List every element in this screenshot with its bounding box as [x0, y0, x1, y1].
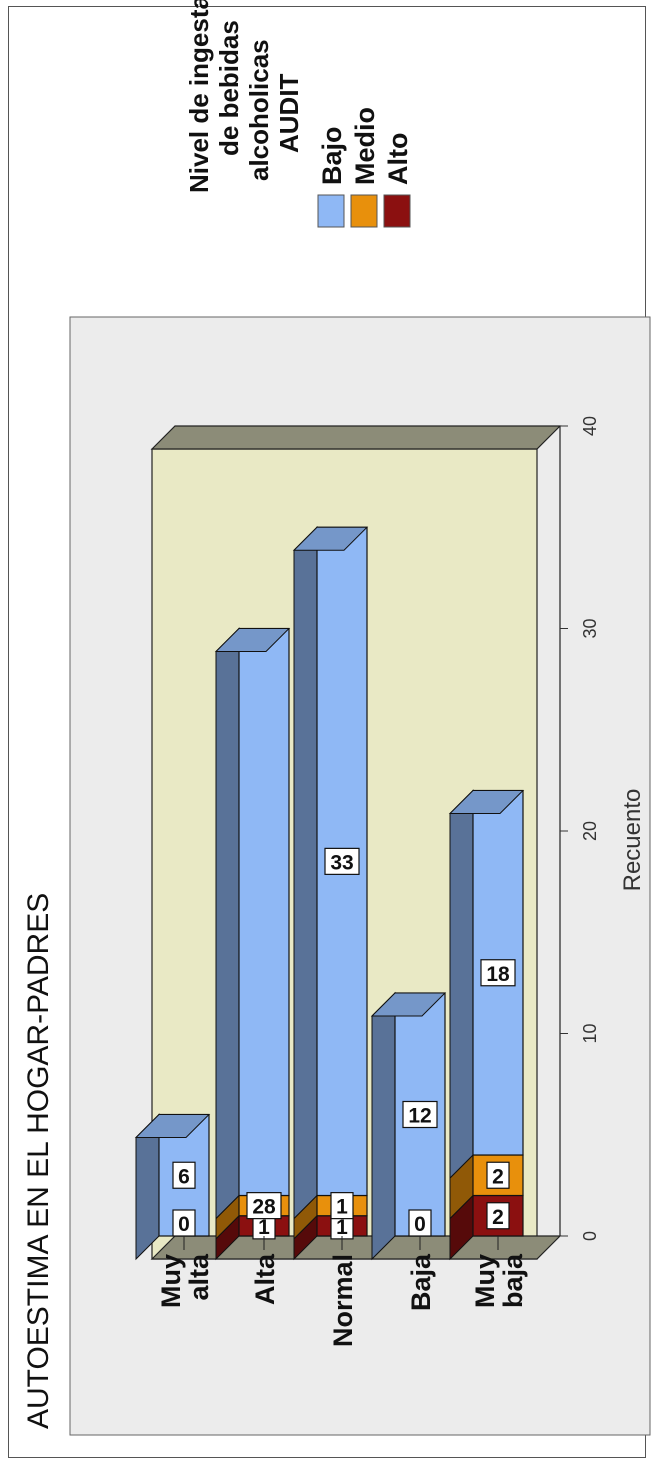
data-label: 0 [172, 1209, 196, 1237]
bar-segment-top [449, 789, 474, 1180]
x-tick-label: 10 [580, 1023, 600, 1043]
x-axis-ticks: 0 10 20 30 40 [560, 416, 600, 1241]
legend-title-line: AUDIT [274, 73, 304, 153]
data-label-box [486, 1161, 510, 1189]
data-label-text: 1 [258, 1216, 270, 1239]
data-label: 28 [246, 1192, 282, 1220]
bar-segment [238, 627, 290, 1197]
bar-end-cap [448, 790, 525, 814]
legend-label: Alto [383, 133, 413, 185]
category-label: Alta [250, 1253, 280, 1305]
bar-group: 11 33 [292, 526, 369, 1261]
data-label-text: 1 [336, 1216, 348, 1239]
category-label: Muy [156, 1254, 186, 1308]
bar-group: 0 12 [370, 991, 447, 1261]
data-label-text: 0 [414, 1213, 426, 1236]
data-label: 6 [172, 1161, 196, 1189]
bar-end-cap [370, 992, 447, 1017]
data-label-box [324, 847, 360, 875]
x-tick-label: 40 [580, 416, 600, 436]
bar-segment-top [215, 627, 240, 1220]
category-label: Normal [328, 1254, 358, 1347]
bar-segment-top [371, 991, 396, 1261]
category-label: Muy [470, 1254, 500, 1308]
data-label-text: 2 [492, 1206, 504, 1229]
data-label-box [246, 1192, 282, 1220]
data-label-text: 2 [492, 1165, 504, 1188]
legend-label: Medio [350, 107, 380, 185]
data-label: 2 [486, 1161, 510, 1189]
data-label-text: 18 [486, 963, 510, 986]
bar-end-cap [292, 526, 369, 551]
plot-side-wall [150, 425, 562, 450]
data-label-box [330, 1192, 354, 1220]
data-label: 12 [402, 1100, 438, 1129]
legend-title-line: Nivel de ingesta [184, 0, 214, 193]
legend-title-line: alcoholicas [244, 39, 274, 181]
data-label-text: 12 [408, 1105, 431, 1128]
data-label: 2 [486, 1202, 510, 1230]
data-label-box [480, 959, 516, 987]
bar-end-cap [214, 628, 291, 652]
data-label: 0 [408, 1209, 432, 1237]
legend-swatch [350, 194, 378, 228]
legend-swatch [317, 194, 345, 228]
category-label: alta [184, 1253, 214, 1301]
legend: Nivel de ingesta de bebidas alcoholicas … [184, 0, 413, 228]
bar-group: 2 2 18 [448, 789, 525, 1261]
legend-label: Bajo [317, 126, 347, 185]
data-label-box [172, 1161, 196, 1189]
bar-end-cap [134, 1114, 211, 1138]
x-tick-label: 0 [580, 1231, 600, 1241]
category-label: baja [498, 1253, 528, 1308]
x-tick-label: 20 [580, 821, 600, 841]
data-label-text: 33 [330, 851, 353, 874]
data-label: 1 [252, 1212, 276, 1240]
data-label-text: 28 [252, 1196, 276, 1219]
x-tick-label: 30 [580, 618, 600, 638]
data-label-text: 1 [336, 1196, 348, 1219]
data-label: 18 [480, 959, 516, 987]
legend-title: Nivel de ingesta de bebidas alcoholicas … [184, 0, 304, 193]
category-label: Baja [406, 1253, 436, 1311]
data-label: 1 [330, 1192, 354, 1220]
legend-title-line: de bebidas [214, 20, 244, 156]
bar-segment-top [293, 526, 318, 1220]
data-label-box [486, 1202, 510, 1230]
data-label-text: 6 [178, 1165, 190, 1188]
bar-group: 128 [214, 627, 291, 1261]
legend-swatch [383, 194, 411, 228]
data-label-text: 0 [178, 1213, 190, 1236]
chart-title: AUTOESTIMA EN EL HOGAR-PADRES [22, 893, 55, 1429]
data-label-box [402, 1100, 438, 1129]
x-axis-label: Recuento [619, 789, 646, 892]
data-label: 33 [324, 847, 360, 875]
